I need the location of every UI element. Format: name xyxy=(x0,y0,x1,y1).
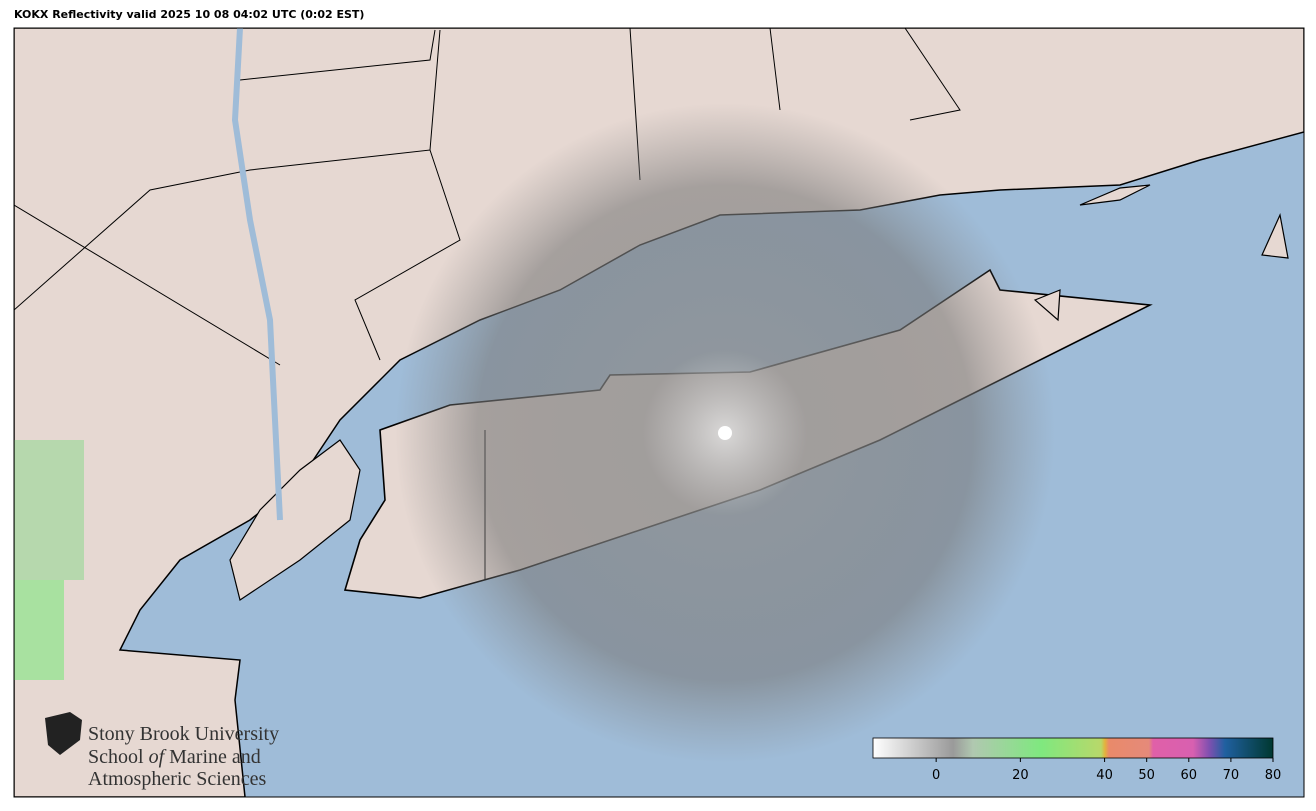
colorbar-tick-label: 40 xyxy=(1096,768,1113,783)
logo-line: Stony Brook University xyxy=(88,723,280,745)
staten-brooklyn xyxy=(229,439,361,601)
map-body xyxy=(14,28,1304,797)
colorbar xyxy=(872,737,1274,759)
colorbar-tick-label: 80 xyxy=(1265,768,1282,783)
frame xyxy=(13,27,1305,798)
colorbar-tick-label: 20 xyxy=(1012,768,1029,783)
borders xyxy=(14,28,961,580)
hudson-river xyxy=(231,28,283,521)
islands xyxy=(1033,184,1289,322)
colorbar-tick-label: 70 xyxy=(1223,768,1240,783)
logo-mark xyxy=(45,712,82,755)
colorbar-tick-label: 50 xyxy=(1138,768,1155,783)
green-echoes xyxy=(14,580,64,680)
green-echoes xyxy=(14,440,84,580)
colorbar-tick-label: 60 xyxy=(1181,768,1198,783)
logo-word: Marine and xyxy=(169,746,261,768)
colorbar-tick-label: 0 xyxy=(932,768,940,783)
radar-site xyxy=(718,426,732,440)
title: KOKX Reflectivity valid 2025 10 08 04:02… xyxy=(14,8,365,21)
logo-word: School xyxy=(88,746,144,768)
logo-line: School of Marine and xyxy=(88,747,261,767)
logo-word: of xyxy=(148,746,165,768)
logo-line: Atmospheric Sciences xyxy=(88,768,267,790)
